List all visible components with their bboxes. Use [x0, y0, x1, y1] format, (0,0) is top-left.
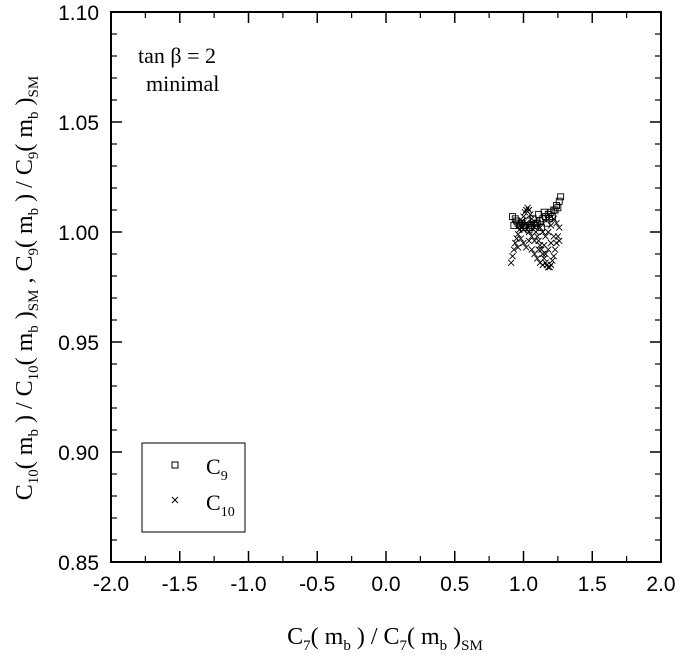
c10-point	[522, 244, 530, 251]
legend-square-marker	[171, 461, 179, 469]
c10-point	[547, 222, 555, 229]
c10-point	[517, 235, 525, 242]
axis-tick-labels: -2.0 -1.5 -1.0 -0.5 0.0 0.5 1.0 1.5 2.0 0.85 0.90 0…	[58, 2, 675, 596]
c10-point	[536, 224, 544, 231]
c10-point	[517, 222, 525, 229]
c10-point	[533, 255, 541, 262]
c10-point	[520, 213, 527, 220]
c10-point	[528, 215, 536, 223]
legend-cross-marker	[171, 496, 179, 504]
c10-point	[555, 224, 563, 231]
c10-point	[531, 224, 538, 231]
y-tick-label: 0.95	[58, 332, 99, 355]
c10-point	[550, 215, 558, 223]
c10-point	[550, 233, 558, 240]
c10-point	[525, 237, 533, 245]
c9-point	[540, 208, 548, 216]
c10-point	[544, 228, 552, 236]
c10-point	[542, 250, 549, 258]
c10-point	[555, 237, 563, 245]
y-tick-label: 1.10	[58, 2, 99, 25]
c10-point	[525, 206, 533, 214]
c9-point	[554, 204, 562, 212]
c10-point	[549, 257, 556, 264]
x-tick-label: 0.5	[440, 573, 469, 596]
y-axis-label: C10( mb ) / C10( mb )SM , C9( mb ) / C9(…	[12, 76, 42, 500]
c10-point	[542, 233, 549, 240]
x-tick-label: -0.5	[299, 573, 335, 596]
legend-label-c10: C10	[206, 490, 235, 520]
y-tick-label: 0.85	[58, 552, 99, 575]
axis-ticks	[110, 11, 662, 563]
c10-point	[535, 246, 542, 253]
c10-point	[533, 233, 541, 240]
annotation-line2: minimal	[146, 71, 219, 96]
c10-point	[509, 252, 516, 260]
c10-point	[518, 217, 526, 225]
c9-point	[555, 197, 563, 205]
c10-point	[540, 241, 548, 249]
legend-label-c9: C9	[206, 454, 228, 484]
c9-point	[510, 221, 518, 229]
x-tick-label: 0.0	[371, 573, 400, 596]
c10-point	[507, 259, 515, 267]
c10-point	[531, 237, 538, 245]
data-points	[507, 193, 565, 271]
legend-box	[141, 442, 246, 533]
x-tick-label: 2.0	[646, 573, 675, 596]
c10-point	[520, 239, 527, 247]
annotation-line1: tan β = 2	[138, 43, 216, 68]
x-tick-label: -1.0	[230, 573, 266, 596]
c10-point	[514, 230, 522, 238]
c10-point	[522, 219, 530, 227]
y-tick-label: 1.05	[58, 112, 99, 135]
c10-point	[533, 219, 541, 227]
legend: C9 C10	[141, 442, 246, 533]
c9-point	[557, 193, 565, 201]
y-tick-label: 0.90	[58, 442, 99, 465]
x-tick-label: 1.5	[578, 573, 607, 596]
c9-point	[543, 219, 551, 227]
c10-point	[547, 239, 555, 247]
c10-point	[520, 226, 527, 234]
x-tick-label: -1.5	[162, 573, 198, 596]
c10-point	[547, 261, 555, 269]
y-tick-label: 1.00	[58, 222, 99, 245]
c10-point	[525, 228, 533, 236]
c10-point	[528, 233, 536, 240]
x-axis-label: C7( mb ) / C7( mb )SM	[287, 624, 483, 654]
c10-point	[514, 244, 522, 251]
c10-point	[510, 246, 518, 253]
c10-point	[527, 211, 534, 218]
c10-point	[511, 239, 519, 247]
c10-point	[550, 252, 558, 260]
c10-point	[551, 246, 559, 253]
x-tick-label: 1.0	[509, 573, 538, 596]
c10-point	[528, 246, 536, 253]
c9-point	[535, 210, 543, 218]
c10-point	[539, 228, 547, 236]
c10-point	[553, 219, 560, 227]
c10-point	[539, 261, 547, 269]
x-tick-label: -2.0	[93, 573, 129, 596]
